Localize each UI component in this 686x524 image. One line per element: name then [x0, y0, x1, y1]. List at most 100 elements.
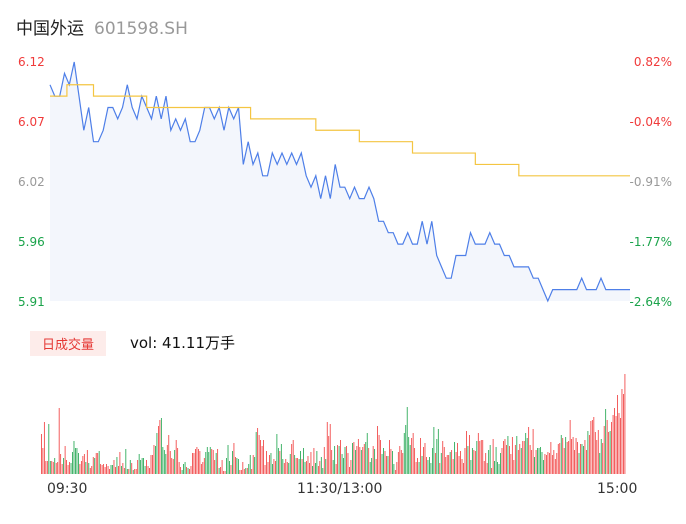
- volume-bar: [466, 431, 467, 474]
- volume-bar: [137, 460, 139, 474]
- volume-bar: [215, 453, 217, 474]
- x-tick-close: 15:00: [597, 481, 638, 497]
- volume-bar: [135, 469, 137, 474]
- volume-bar: [205, 452, 207, 474]
- volume-bar: [377, 426, 378, 474]
- y-left-tick: 6.07: [18, 115, 45, 129]
- volume-bar: [532, 429, 534, 474]
- volume-chart: [41, 374, 626, 474]
- volume-bar: [64, 446, 66, 474]
- volume-bar: [335, 464, 337, 474]
- volume-bar: [248, 464, 250, 474]
- volume-bar: [246, 468, 248, 474]
- volume-bar: [153, 445, 155, 474]
- volume-bar: [504, 439, 506, 474]
- volume-bar: [43, 422, 45, 474]
- volume-bar: [86, 450, 88, 474]
- volume-bar: [519, 444, 521, 474]
- volume-bar: [448, 455, 450, 474]
- volume-bar: [423, 447, 424, 474]
- volume-bar: [449, 452, 451, 474]
- volume-bar: [480, 440, 482, 474]
- volume-bar: [569, 420, 571, 474]
- volume-bar: [473, 450, 475, 474]
- volume-bar: [110, 465, 112, 474]
- volume-bar: [58, 408, 60, 474]
- volume-bar: [297, 458, 299, 474]
- volume-bar: [497, 462, 498, 474]
- volume-bar: [329, 424, 331, 474]
- volume-bar: [464, 448, 466, 474]
- volume-bar: [140, 460, 142, 474]
- volume-bar: [183, 464, 184, 474]
- volume-bar: [79, 464, 81, 474]
- stock-code: 601598.SH: [94, 19, 188, 39]
- volume-bar: [109, 469, 110, 474]
- volume-bar: [288, 463, 290, 474]
- volume-bar: [347, 453, 349, 474]
- y-left-tick: 6.12: [18, 55, 45, 69]
- volume-bar: [325, 459, 327, 474]
- volume-bar: [181, 470, 183, 474]
- volume-bar: [411, 438, 413, 474]
- volume-bar: [119, 452, 121, 474]
- volume-bar: [452, 459, 454, 474]
- volume-bar: [41, 434, 42, 474]
- volume-bar: [146, 460, 147, 474]
- volume-bar: [270, 453, 272, 474]
- volume-bar: [83, 454, 85, 474]
- volume-bar: [403, 433, 405, 474]
- volume-bar: [489, 445, 491, 474]
- volume-bar: [486, 463, 488, 474]
- volume-bar: [160, 418, 162, 474]
- volume-bar: [359, 447, 361, 474]
- volume-bar: [106, 464, 107, 474]
- volume-bar: [461, 459, 463, 474]
- volume-bar: [556, 453, 558, 474]
- volume-bar: [276, 434, 278, 474]
- volume-bar: [599, 453, 601, 474]
- volume-bar: [236, 458, 238, 474]
- volume-bar: [66, 460, 67, 474]
- volume-bar: [383, 448, 384, 474]
- volume-bar: [501, 448, 503, 474]
- volume-bar: [224, 471, 226, 474]
- volume-badge[interactable]: 日成交量: [30, 331, 107, 356]
- volume-bar: [548, 453, 550, 474]
- volume-bar: [273, 459, 275, 474]
- volume-bar: [393, 464, 395, 474]
- volume-bar: [149, 468, 150, 474]
- volume-bar: [566, 442, 568, 474]
- volume-bar: [212, 450, 214, 474]
- volume-bar: [132, 470, 134, 474]
- volume-bar: [217, 449, 219, 474]
- volume-bar: [166, 445, 168, 474]
- volume-bar: [218, 468, 220, 474]
- volume-bar: [129, 460, 131, 474]
- volume-bar: [116, 457, 118, 474]
- volume-bar: [360, 450, 362, 474]
- volume-bar: [46, 461, 48, 474]
- volume-bar: [591, 420, 593, 474]
- volume-bar: [94, 458, 96, 474]
- volume-bar: [368, 448, 370, 474]
- volume-bar: [471, 448, 473, 474]
- volume-bar: [239, 470, 241, 474]
- volume-bar: [597, 430, 599, 474]
- volume-bar: [310, 452, 312, 474]
- y-right-tick: 0.82%: [634, 55, 672, 69]
- volume-bar: [158, 426, 159, 474]
- volume-bar: [301, 459, 303, 474]
- volume-bar: [614, 408, 615, 474]
- volume-bar: [227, 445, 229, 474]
- volume-bar: [553, 450, 555, 474]
- volume-bar: [406, 407, 408, 474]
- volume-bar: [531, 450, 533, 474]
- volume-bar: [437, 429, 439, 474]
- volume-bar: [469, 435, 470, 474]
- volume-bar: [156, 433, 158, 474]
- volume-bar: [272, 464, 273, 474]
- volume-bar: [455, 452, 457, 474]
- volume-bar: [97, 453, 99, 474]
- volume-bar: [155, 446, 156, 474]
